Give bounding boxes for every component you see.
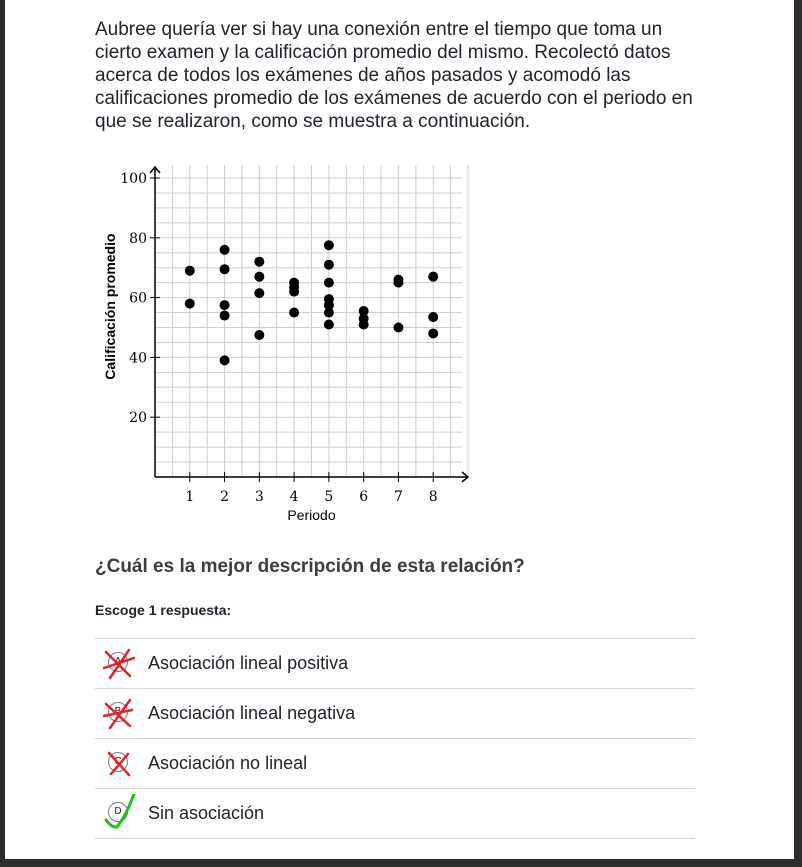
answer-choices: A Asociación lineal positiva B Asociació…: [95, 638, 695, 839]
choice-c[interactable]: C Asociación no lineal: [95, 739, 695, 789]
y-axis-arrow: [149, 165, 161, 174]
x-axis-label: Periodo: [287, 507, 335, 523]
choice-a[interactable]: A Asociación lineal positiva: [95, 639, 695, 689]
data-point: [393, 277, 404, 288]
choice-b[interactable]: B Asociación lineal negativa: [95, 689, 695, 739]
data-point: [428, 312, 439, 323]
data-point: [358, 306, 369, 317]
choice-c-label: Asociación no lineal: [148, 753, 308, 773]
data-point: [184, 298, 195, 309]
y-tick-label: 40: [129, 350, 147, 366]
frame-bottom-edge: [0, 859, 802, 867]
choice-d-bubble[interactable]: D: [108, 802, 128, 822]
scatter-plot-svg: 1 2 3 4 5 6 7 8 20 40 60 80 100 Periodo Calificación p…: [102, 165, 470, 523]
answer-instructions: Escoge 1 respuesta:: [95, 602, 232, 618]
x-tick-label: 1: [185, 489, 194, 505]
data-point: [323, 277, 334, 288]
data-point: [323, 240, 334, 251]
frame-right-edge: [794, 0, 802, 867]
data-point: [323, 307, 334, 318]
question-prompt: ¿Cuál es la mejor descripción de esta re…: [95, 556, 525, 577]
x-tick-label: 6: [359, 489, 368, 505]
choice-b-bubble[interactable]: B: [108, 702, 128, 722]
y-tick-label: 60: [129, 291, 147, 307]
x-tick-label: 2: [220, 489, 229, 505]
frame-left-edge: [0, 0, 5, 867]
data-point: [254, 256, 265, 267]
choice-a-bubble[interactable]: A: [108, 652, 128, 672]
x-tick-label: 3: [255, 489, 264, 505]
data-point: [323, 319, 334, 330]
data-point: [289, 307, 300, 318]
question-text: Aubree quería ver si hay una conexión en…: [95, 19, 693, 132]
y-axis-label: Calificación promedio: [102, 233, 118, 379]
data-point: [323, 300, 334, 311]
data-point: [428, 328, 439, 339]
data-point: [393, 322, 404, 333]
data-point: [323, 259, 334, 270]
x-tick-label: 4: [290, 489, 299, 505]
y-tick-label: 20: [129, 410, 147, 426]
x-tick-label: 7: [394, 489, 403, 505]
data-point: [254, 329, 265, 340]
scatter-plot: 1 2 3 4 5 6 7 8 20 40 60 80 100 Periodo Calificación p…: [100, 160, 490, 530]
data-point: [254, 288, 265, 299]
data-point: [184, 265, 195, 276]
y-tick-label: 80: [129, 231, 147, 247]
data-point: [219, 310, 230, 321]
data-point: [428, 271, 439, 282]
data-point: [289, 286, 300, 297]
x-axis-arrow: [461, 471, 470, 483]
choice-c-bubble[interactable]: C: [108, 752, 128, 772]
data-point: [219, 264, 230, 275]
question-stem: Aubree quería ver si hay una conexión en…: [95, 18, 700, 133]
choice-d[interactable]: D Sin asociación: [95, 789, 695, 839]
choice-d-label: Sin asociación: [148, 803, 265, 823]
x-tick-label: 8: [429, 489, 438, 505]
data-point: [219, 244, 230, 255]
y-tick-label: 100: [120, 171, 147, 187]
data-point: [358, 319, 369, 330]
choice-a-label: Asociación lineal positiva: [148, 653, 349, 673]
data-point: [219, 300, 230, 311]
data-point: [219, 355, 230, 366]
data-point: [254, 271, 265, 282]
x-tick-label: 5: [324, 489, 333, 505]
choice-b-label: Asociación lineal negativa: [148, 703, 356, 723]
